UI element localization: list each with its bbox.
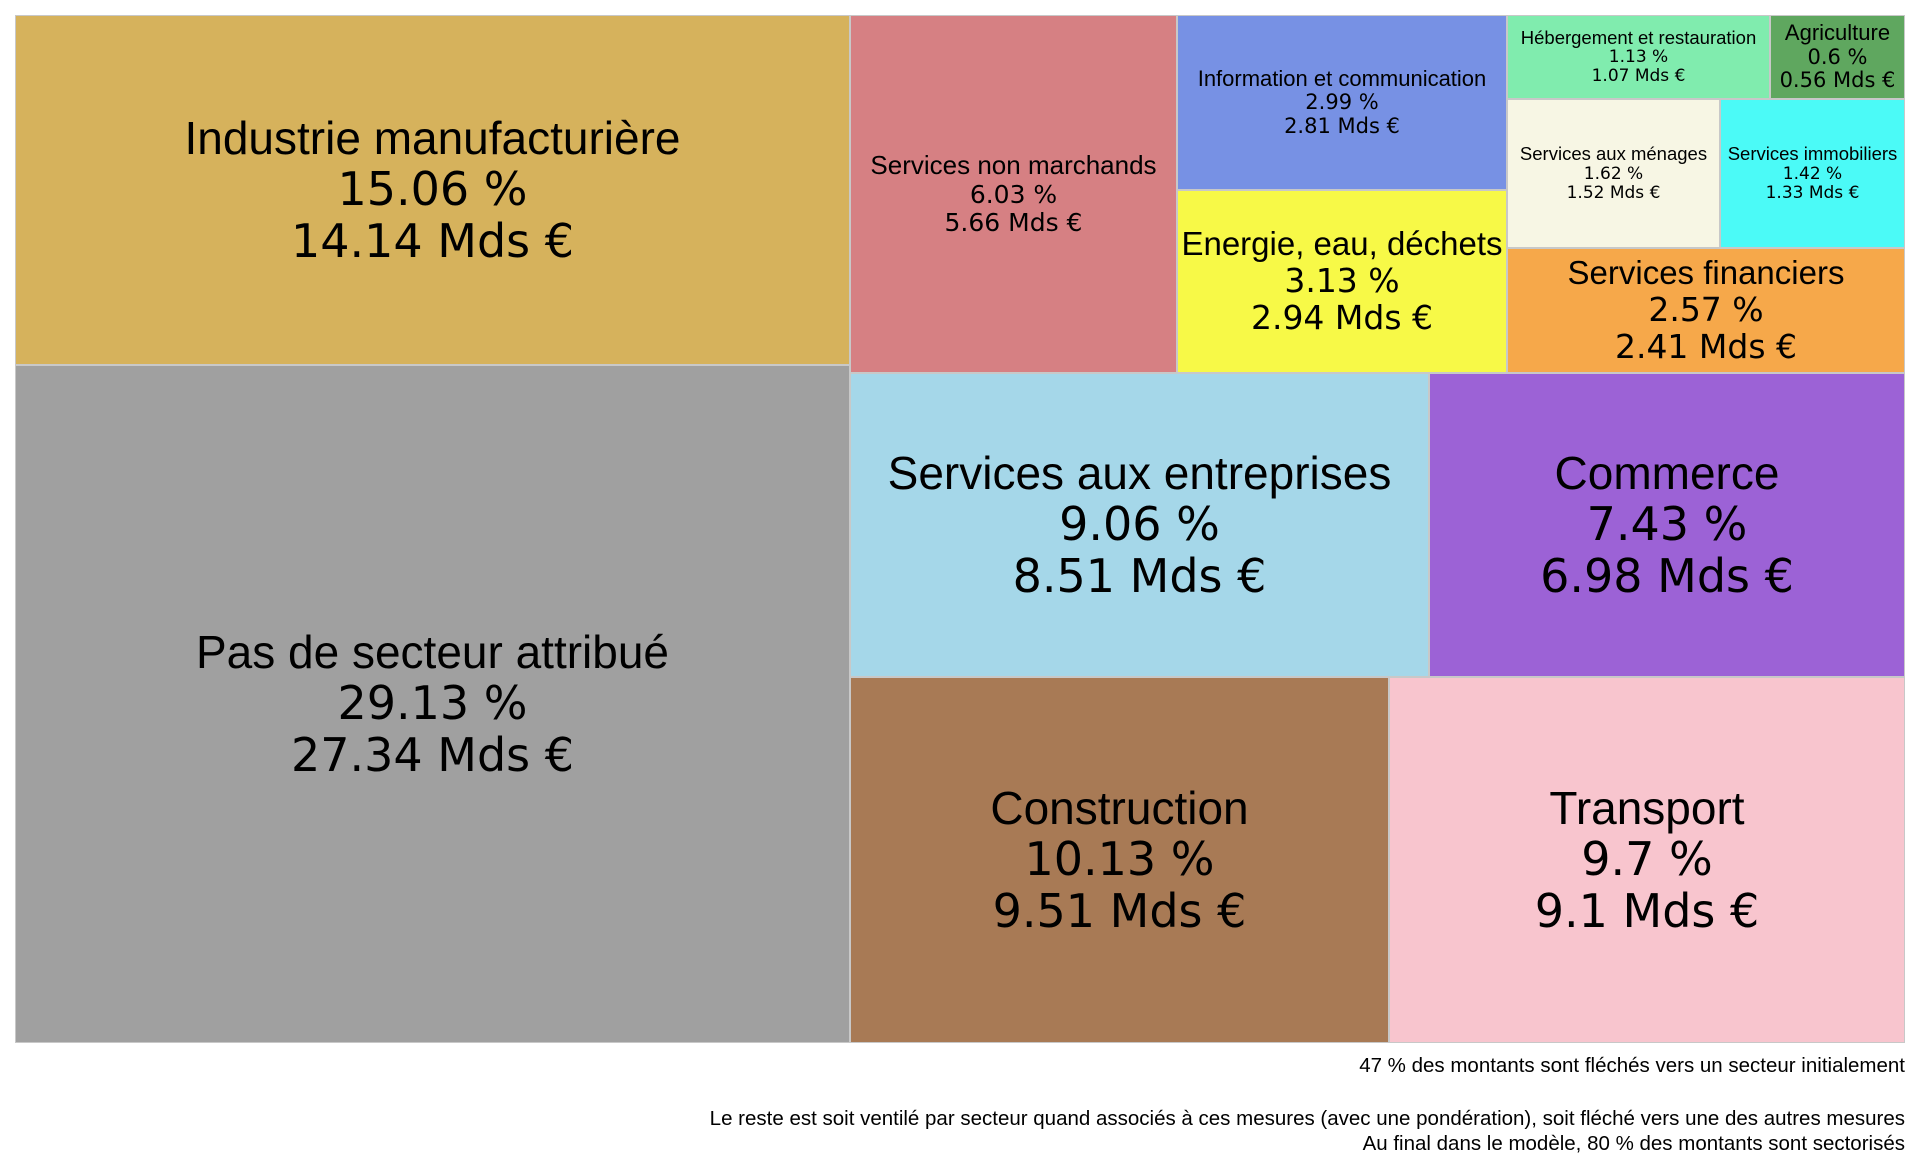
cell-amount: 6.98 Mds € <box>1540 548 1794 603</box>
cell-percent: 15.06 % <box>337 162 528 217</box>
cell-percent: 6.03 % <box>969 179 1058 209</box>
cell-percent: 9.7 % <box>1581 832 1713 887</box>
cell-label: Services aux ménages <box>1519 143 1708 165</box>
cell-label: Energie, eau, déchets <box>1181 225 1503 263</box>
cell-label: Information et communication <box>1197 65 1487 91</box>
cell-industrie: Industrie manufacturière 15.06 % 14.14 Mds… <box>15 15 850 365</box>
cell-amount: 9.1 Mds € <box>1534 883 1760 938</box>
cell-energie: Energie, eau, déchets 3.13 % 2.94 Mds € <box>1177 190 1507 373</box>
cell-agriculture: Agriculture 0.6 % 0.56 Mds € <box>1770 15 1905 99</box>
cell-label: Commerce <box>1554 446 1780 499</box>
cell-label: Transport <box>1549 781 1745 834</box>
cell-amount: 0.56 Mds € <box>1779 68 1896 93</box>
cell-services-menages: Services aux ménages 1.62 % 1.52 Mds € <box>1507 99 1720 248</box>
cell-amount: 1.52 Mds € <box>1566 182 1661 203</box>
cell-amount: 14.14 Mds € <box>290 213 575 268</box>
cell-hebergement: Hébergement et restauration 1.13 % 1.07 Md… <box>1507 15 1770 99</box>
cell-services-entreprises: Services aux entreprises 9.06 % 8.51 Mds € <box>850 373 1429 677</box>
cell-transport: Transport 9.7 % 9.1 Mds € <box>1389 677 1905 1043</box>
cell-services-financiers: Services financiers 2.57 % 2.41 Mds € <box>1507 248 1905 373</box>
cell-amount: 2.94 Mds € <box>1250 297 1434 337</box>
cell-percent: 2.57 % <box>1648 290 1764 330</box>
annotation-3: Au final dans le modèle, 80 % des montan… <box>1362 1132 1905 1155</box>
cell-construction: Construction 10.13 % 9.51 Mds € <box>850 677 1389 1043</box>
cell-amount: 1.33 Mds € <box>1765 182 1860 203</box>
cell-label: Services non marchands <box>870 150 1157 181</box>
cell-label: Hébergement et restauration <box>1520 26 1757 48</box>
cell-information: Information et communication 2.99 % 2.81 M… <box>1177 15 1507 190</box>
cell-percent: 10.13 % <box>1024 832 1215 887</box>
cell-services-non-marchands: Services non marchands 6.03 % 5.66 Mds € <box>850 15 1177 373</box>
cell-percent: 3.13 % <box>1284 261 1400 301</box>
cell-label: Services immobiliers <box>1727 143 1898 165</box>
cell-amount: 2.41 Mds € <box>1614 326 1798 366</box>
cell-amount: 2.81 Mds € <box>1284 113 1400 138</box>
cell-amount: 9.51 Mds € <box>992 883 1247 938</box>
cell-percent: 9.06 % <box>1059 497 1220 552</box>
cell-label: Industrie manufacturière <box>184 111 681 164</box>
cell-percent: 2.99 % <box>1305 90 1379 115</box>
cell-percent: 1.13 % <box>1608 47 1669 68</box>
cell-amount: 8.51 Mds € <box>1012 548 1267 603</box>
cell-percent: 1.62 % <box>1583 163 1644 184</box>
cell-percent: 0.6 % <box>1807 44 1868 69</box>
cell-commerce: Commerce 7.43 % 6.98 Mds € <box>1429 373 1905 677</box>
cell-amount: 5.66 Mds € <box>944 207 1083 237</box>
cell-percent: 1.42 % <box>1782 163 1843 184</box>
annotation-1: 47 % des montants sont fléchés vers un s… <box>1359 1054 1905 1077</box>
cell-label: Services aux entreprises <box>887 446 1392 499</box>
cell-amount: 27.34 Mds € <box>290 727 575 782</box>
cell-pas-de-secteur: Pas de secteur attribué 29.13 % 27.34 Mds … <box>15 365 850 1043</box>
cell-amount: 1.07 Mds € <box>1591 66 1686 87</box>
cell-services-immobiliers: Services immobiliers 1.42 % 1.33 Mds € <box>1720 99 1905 248</box>
cell-label: Construction <box>990 781 1249 834</box>
cell-label: Pas de secteur attribué <box>195 625 670 678</box>
cell-percent: 29.13 % <box>337 676 528 731</box>
annotation-2: Le reste est soit ventilé par secteur qu… <box>709 1107 1905 1130</box>
cell-label: Services financiers <box>1567 254 1845 292</box>
cell-percent: 7.43 % <box>1586 497 1748 552</box>
cell-label: Agriculture <box>1784 20 1891 46</box>
